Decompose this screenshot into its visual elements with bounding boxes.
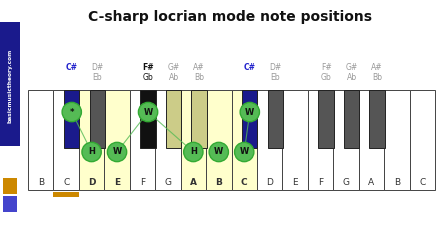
Text: H: H	[88, 148, 95, 157]
Bar	[333, 90, 359, 190]
Circle shape	[139, 102, 158, 122]
Bar	[344, 90, 359, 148]
Text: W: W	[112, 148, 121, 157]
Circle shape	[209, 142, 228, 162]
Bar	[257, 90, 282, 190]
Bar	[79, 90, 104, 190]
Text: G#: G#	[167, 63, 180, 72]
Text: D#: D#	[269, 63, 281, 72]
Circle shape	[107, 142, 127, 162]
Bar	[242, 90, 257, 148]
Text: A#: A#	[371, 63, 383, 72]
Text: W: W	[245, 108, 254, 117]
Bar	[90, 90, 105, 148]
Bar	[191, 90, 206, 148]
Bar	[64, 90, 79, 148]
Text: D#: D#	[91, 63, 103, 72]
Text: Ab: Ab	[169, 73, 179, 82]
Text: F: F	[318, 178, 323, 187]
Text: basicmusictheory.com: basicmusictheory.com	[7, 48, 12, 123]
Bar	[155, 90, 181, 190]
Circle shape	[240, 102, 260, 122]
Text: E: E	[292, 178, 298, 187]
Bar	[282, 90, 308, 190]
Text: E: E	[114, 178, 120, 187]
Text: Bb: Bb	[372, 73, 382, 82]
Text: A: A	[190, 178, 197, 187]
Bar	[319, 90, 334, 148]
Text: F: F	[140, 178, 145, 187]
Bar	[28, 90, 53, 190]
Circle shape	[62, 102, 81, 122]
Bar	[308, 90, 333, 190]
Text: B: B	[38, 178, 44, 187]
Text: D: D	[266, 178, 273, 187]
Text: A#: A#	[193, 63, 205, 72]
Text: W: W	[143, 108, 153, 117]
Text: F#: F#	[142, 63, 154, 72]
Circle shape	[183, 142, 203, 162]
Bar	[410, 90, 435, 190]
Text: Eb: Eb	[92, 73, 102, 82]
Text: C: C	[419, 178, 425, 187]
Text: C: C	[63, 178, 69, 187]
Text: Gb: Gb	[321, 73, 331, 82]
Bar	[181, 90, 206, 190]
Text: Bb: Bb	[194, 73, 204, 82]
Bar	[130, 90, 155, 190]
Bar	[166, 90, 181, 148]
Text: G#: G#	[345, 63, 358, 72]
Text: C-sharp locrian mode note positions: C-sharp locrian mode note positions	[88, 10, 372, 24]
Bar	[53, 90, 79, 190]
Bar	[140, 90, 156, 148]
Bar	[369, 90, 385, 148]
Bar	[206, 90, 231, 190]
Bar	[104, 90, 130, 190]
Text: Eb: Eb	[271, 73, 280, 82]
Bar	[231, 90, 257, 190]
Bar	[359, 90, 384, 190]
Text: B: B	[394, 178, 400, 187]
Text: A: A	[368, 178, 374, 187]
Text: C#: C#	[66, 63, 78, 72]
Bar	[53, 192, 79, 197]
Bar	[268, 90, 283, 148]
Text: W: W	[214, 148, 224, 157]
Text: C: C	[241, 178, 248, 187]
Circle shape	[235, 142, 254, 162]
Text: H: H	[190, 148, 197, 157]
Bar	[3, 196, 17, 212]
Text: F#: F#	[321, 63, 331, 72]
Text: B: B	[215, 178, 222, 187]
Text: G: G	[342, 178, 349, 187]
Bar	[384, 90, 410, 190]
Bar	[3, 178, 17, 194]
Circle shape	[82, 142, 101, 162]
Text: G: G	[165, 178, 172, 187]
Text: W: W	[240, 148, 249, 157]
Text: *: *	[70, 108, 74, 117]
Text: Ab: Ab	[347, 73, 357, 82]
Text: Gb: Gb	[143, 73, 154, 82]
Text: C#: C#	[244, 63, 256, 72]
Text: D: D	[88, 178, 95, 187]
Bar	[0, 22, 20, 146]
